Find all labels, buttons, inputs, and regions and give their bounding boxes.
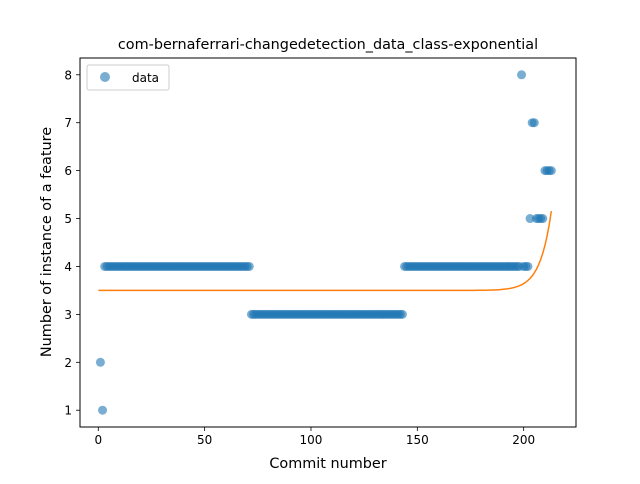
fit-line [98, 210, 553, 292]
x-tick-label: 0 [94, 433, 102, 447]
data-point [244, 261, 254, 271]
x-axis-label: Commit number [269, 456, 386, 472]
y-axis-label: Number of instance of a feature [39, 127, 55, 357]
y-tick-label: 2 [64, 356, 72, 370]
data-point [523, 261, 533, 271]
legend-marker [100, 72, 110, 82]
data-point [95, 357, 105, 367]
y-tick-label: 3 [64, 308, 72, 322]
fit-curve [98, 210, 553, 292]
plot-frame [79, 57, 577, 428]
chart-title: com-bernaferrari-changedetection_data_cl… [118, 37, 538, 53]
data-points [95, 70, 556, 415]
legend-box [86, 64, 170, 91]
data-point [529, 118, 539, 128]
y-tick-label: 5 [64, 212, 72, 226]
data-point [538, 214, 548, 224]
x-axis-ticks: 0 50 100 150 200 [94, 427, 535, 447]
data-point [397, 309, 407, 319]
x-tick-label: 100 [300, 433, 323, 447]
data-point [517, 70, 527, 80]
y-axis-ticks: 1 2 3 4 5 6 7 8 [64, 68, 80, 418]
data-point [546, 166, 556, 176]
legend-label: data [132, 71, 159, 85]
x-tick-label: 150 [406, 433, 429, 447]
x-tick-label: 200 [512, 433, 535, 447]
data-point [525, 214, 535, 224]
y-tick-label: 6 [64, 164, 72, 178]
y-tick-label: 7 [64, 116, 72, 130]
y-tick-label: 1 [64, 404, 72, 418]
y-tick-label: 4 [64, 260, 72, 274]
data-point [98, 405, 108, 415]
x-tick-label: 50 [197, 433, 212, 447]
legend: data [86, 64, 170, 91]
y-tick-label: 8 [64, 68, 72, 82]
